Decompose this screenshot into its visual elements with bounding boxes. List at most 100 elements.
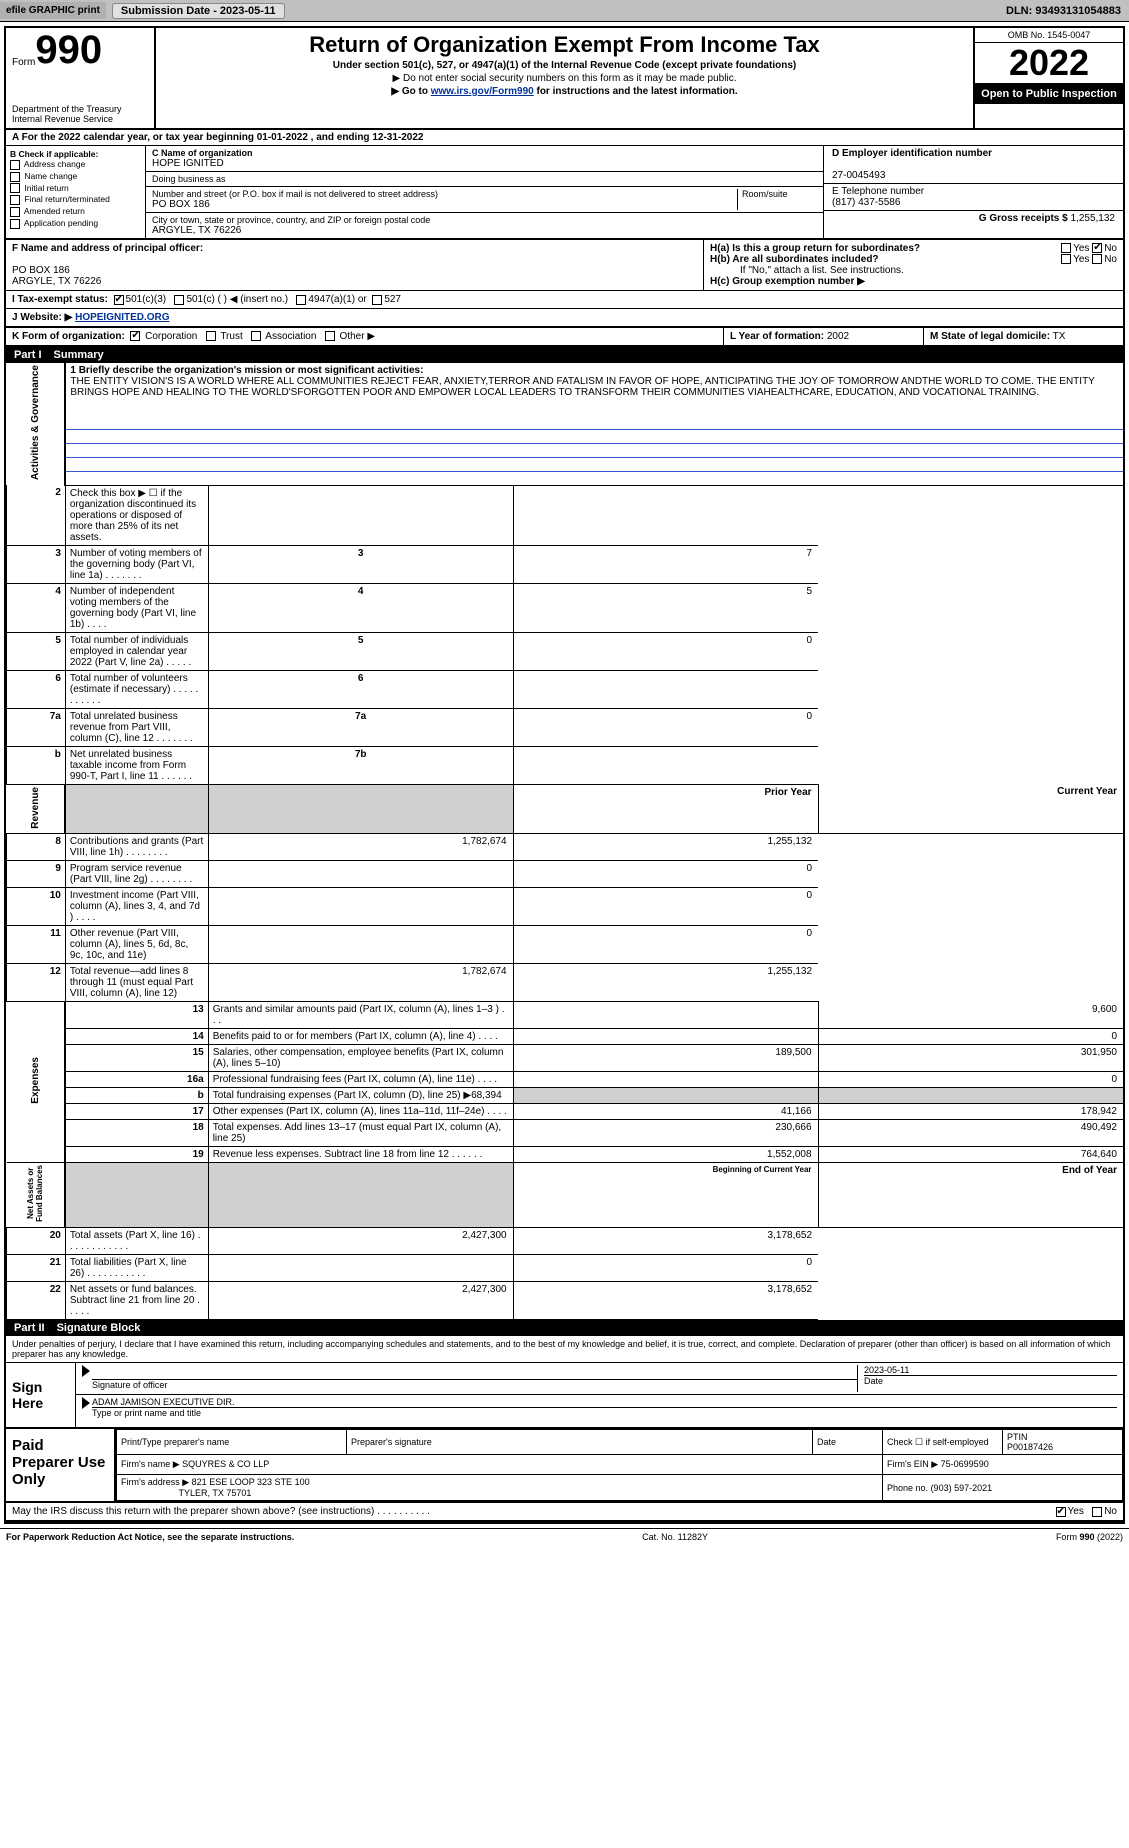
opt-527: 527 (384, 294, 401, 305)
checkb-box[interactable] (10, 160, 20, 170)
boy-hdr: Beginning of Current Year (513, 1163, 818, 1228)
irs-link[interactable]: www.irs.gov/Form990 (431, 86, 534, 97)
f-addr1: PO BOX 186 (12, 265, 70, 276)
sign-here-label: Sign Here (6, 1363, 76, 1427)
checkb-box[interactable] (10, 183, 20, 193)
checkb-item: Name change (10, 171, 141, 182)
gov-row: 7aTotal unrelated business revenue from … (7, 708, 1124, 746)
sub3-pre: ▶ Go to (391, 86, 430, 97)
ein-label: D Employer identification number (832, 148, 992, 159)
k-opt-check[interactable] (325, 331, 335, 341)
hb-no-check[interactable] (1092, 254, 1102, 264)
row-current: 0 (513, 1255, 818, 1282)
row-desc: Total assets (Part X, line 16) . . . . .… (65, 1228, 208, 1255)
row-num: b (65, 1088, 208, 1104)
row-desc: Check this box ▶ ☐ if the organization d… (65, 485, 208, 545)
discuss-no-check[interactable] (1092, 1507, 1102, 1517)
dba-label: Doing business as (152, 174, 226, 184)
hb-yes-check[interactable] (1061, 254, 1071, 264)
check-b-box: B Check if applicable: Address change Na… (6, 146, 146, 238)
j-label: J Website: ▶ (12, 312, 72, 323)
discuss-no: No (1104, 1506, 1117, 1517)
footer-left: For Paperwork Reduction Act Notice, see … (6, 1532, 294, 1542)
exp-row: 15Salaries, other compensation, employee… (7, 1045, 1124, 1072)
k-opt-check[interactable] (130, 331, 140, 341)
501c3-check[interactable] (114, 295, 124, 305)
row-val: 0 (513, 708, 818, 746)
f-label: F Name and address of principal officer: (12, 243, 203, 254)
discuss-text: May the IRS discuss this return with the… (12, 1506, 430, 1517)
street-label: Number and street (or P.O. box if mail i… (152, 189, 438, 199)
row-box: 3 (208, 545, 513, 583)
row-prior: 230,666 (513, 1120, 818, 1147)
hb-yes: Yes (1073, 254, 1089, 265)
row-current: 764,640 (818, 1147, 1123, 1163)
row-prior (208, 1255, 513, 1282)
row-current (818, 1088, 1123, 1104)
checkb-item: Final return/terminated (10, 194, 141, 205)
gross-value: 1,255,132 (1071, 213, 1116, 224)
ha-yes-check[interactable] (1061, 243, 1071, 253)
527-check[interactable] (372, 295, 382, 305)
gross-label: G Gross receipts $ (979, 213, 1068, 224)
l-label: L Year of formation: (730, 331, 824, 342)
ha-no: No (1104, 243, 1117, 254)
checkb-box[interactable] (10, 219, 20, 229)
gov-row: 6Total number of volunteers (estimate if… (7, 670, 1124, 708)
row-current: 1,255,132 (513, 964, 818, 1002)
row-num: 5 (7, 632, 66, 670)
net-row: 21Total liabilities (Part X, line 26) . … (7, 1255, 1124, 1282)
net-row: 22Net assets or fund balances. Subtract … (7, 1282, 1124, 1320)
rev-row: 8Contributions and grants (Part VIII, li… (7, 834, 1124, 861)
row-box: 5 (208, 632, 513, 670)
submission-btn[interactable]: Submission Date - 2023-05-11 (112, 3, 285, 19)
part1-num: Part I (14, 349, 42, 361)
side-net: Net Assets or Fund Balances (7, 1163, 66, 1228)
501c-check[interactable] (174, 295, 184, 305)
hb-no: No (1104, 254, 1117, 265)
row-desc: Professional fundraising fees (Part IX, … (208, 1072, 513, 1088)
checkb-box[interactable] (10, 207, 20, 217)
row-desc: Number of voting members of the governin… (65, 545, 208, 583)
firm-value: SQUYRES & CO LLP (182, 1459, 269, 1469)
checkb-item: Application pending (10, 218, 141, 229)
row-desc: Total number of volunteers (estimate if … (65, 670, 208, 708)
header-right: OMB No. 1545-0047 2022 Open to Public In… (973, 28, 1123, 128)
website-link[interactable]: HOPEIGNITED.ORG (75, 312, 169, 323)
checkb-box[interactable] (10, 172, 20, 182)
row-prior: 1,782,674 (208, 964, 513, 1002)
row-desc: Total liabilities (Part X, line 26) . . … (65, 1255, 208, 1282)
topbar: efile GRAPHIC print Submission Date - 20… (0, 0, 1129, 22)
discuss-yes-check[interactable] (1056, 1507, 1066, 1517)
box-f: F Name and address of principal officer:… (6, 240, 703, 290)
k-opt-check[interactable] (206, 331, 216, 341)
l-value: 2002 (827, 331, 849, 342)
paid-table: Print/Type preparer's name Preparer's si… (116, 1429, 1123, 1501)
mission-text: THE ENTITY VISION'S IS A WORLD WHERE ALL… (70, 376, 1094, 398)
k-opt-check[interactable] (251, 331, 261, 341)
row-current: 0 (513, 888, 818, 926)
open-to-public: Open to Public Inspection (975, 84, 1123, 104)
tax-year: 2022 (975, 43, 1123, 84)
checkb-box[interactable] (10, 195, 20, 205)
city-value: ARGYLE, TX 76226 (152, 225, 241, 236)
hb-note: If "No," attach a list. See instructions… (710, 265, 1117, 276)
ha-no-check[interactable] (1092, 243, 1102, 253)
f-addr2: ARGYLE, TX 76226 (12, 276, 101, 287)
row-val: 7 (513, 545, 818, 583)
form-sub3: ▶ Go to www.irs.gov/Form990 for instruct… (164, 86, 965, 97)
exp-row: 17Other expenses (Part IX, column (A), l… (7, 1104, 1124, 1120)
row-num: 3 (7, 545, 66, 583)
rev-row: 9Program service revenue (Part VIII, lin… (7, 861, 1124, 888)
row-desc: Net assets or fund balances. Subtract li… (65, 1282, 208, 1320)
row-prior (513, 1072, 818, 1088)
exp-row: 18Total expenses. Add lines 13–17 (must … (7, 1120, 1124, 1147)
k-label: K Form of organization: (12, 331, 125, 342)
row-prior (513, 1029, 818, 1045)
gov-row: 4Number of independent voting members of… (7, 583, 1124, 632)
footer-row: For Paperwork Reduction Act Notice, see … (0, 1528, 1129, 1545)
row-current: 0 (513, 861, 818, 888)
i-label: I Tax-exempt status: (12, 294, 108, 305)
4947-check[interactable] (296, 295, 306, 305)
address-block: B Check if applicable: Address change Na… (6, 146, 1123, 240)
